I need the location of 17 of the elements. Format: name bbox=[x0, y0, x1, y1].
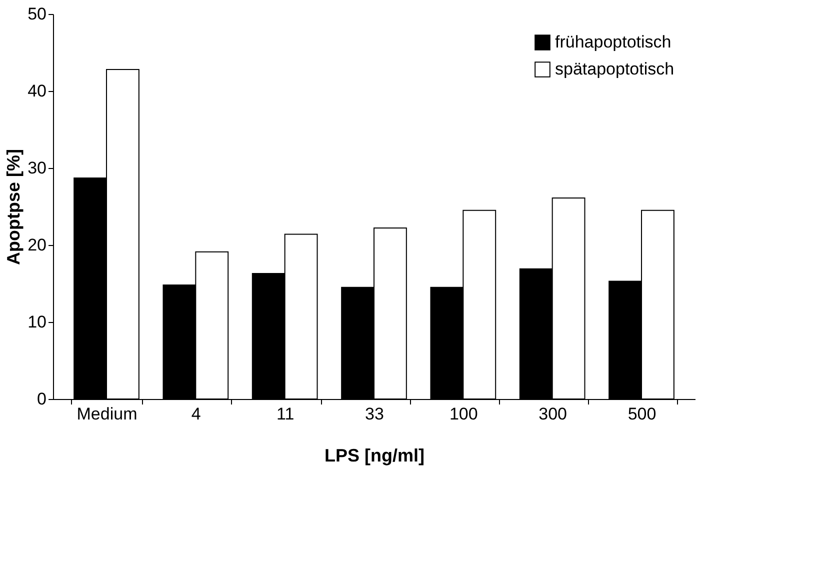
x-tick-label: 500 bbox=[628, 404, 656, 424]
y-axis-title: Apoptpse [%] bbox=[4, 149, 24, 265]
y-tick-label: 40 bbox=[28, 82, 46, 100]
x-tick-label: 100 bbox=[449, 404, 478, 424]
x-axis-title: LPS [ng/ml] bbox=[324, 446, 424, 466]
x-tick-label: Medium bbox=[76, 404, 138, 424]
y-tick-label: 30 bbox=[28, 158, 46, 178]
x-tick-label: 11 bbox=[276, 404, 294, 424]
y-tick-label: 50 bbox=[28, 4, 46, 24]
y-tick-label: 10 bbox=[28, 312, 46, 332]
x-tick-label: 4 bbox=[191, 404, 201, 424]
y-tick-label: 20 bbox=[28, 236, 46, 254]
x-tick-label: 300 bbox=[538, 404, 568, 424]
x-tick-label: 33 bbox=[365, 404, 384, 424]
legend-label: frühapoptotisch bbox=[555, 32, 672, 52]
y-tick-label: 0 bbox=[37, 390, 46, 408]
legend-label: spätapoptotisch bbox=[555, 60, 674, 78]
